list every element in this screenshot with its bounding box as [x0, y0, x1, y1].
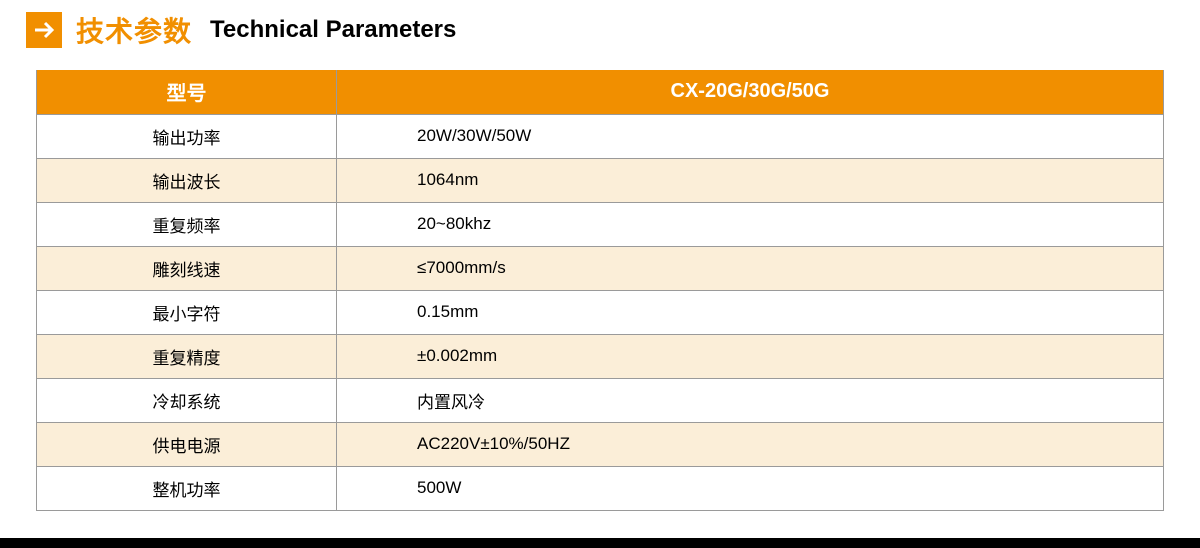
row-value: AC220V±10%/50HZ — [337, 422, 1164, 466]
header-value: CX-20G/30G/50G — [337, 70, 1164, 114]
row-label: 重复精度 — [37, 334, 337, 378]
title-chinese: 技术参数 — [76, 10, 192, 50]
arrow-right-icon — [26, 12, 62, 48]
row-label: 最小字符 — [37, 290, 337, 334]
table-row: 雕刻线速 ≤7000mm/s — [37, 246, 1164, 290]
row-label: 输出波长 — [37, 158, 337, 202]
footer-strip — [0, 538, 1200, 548]
table-row: 供电电源 AC220V±10%/50HZ — [37, 422, 1164, 466]
table-row: 输出波长 1064nm — [37, 158, 1164, 202]
row-label: 供电电源 — [37, 422, 337, 466]
table-row: 最小字符 0.15mm — [37, 290, 1164, 334]
row-value: ≤7000mm/s — [337, 246, 1164, 290]
table-row: 重复频率 20~80khz — [37, 202, 1164, 246]
row-value: ±0.002mm — [337, 334, 1164, 378]
row-value: 内置风冷 — [337, 378, 1164, 422]
row-label: 重复频率 — [37, 202, 337, 246]
table-row: 输出功率 20W/30W/50W — [37, 114, 1164, 158]
page: 技术参数 Technical Parameters 型号 CX-20G/30G/… — [0, 0, 1200, 511]
table-row: 重复精度 ±0.002mm — [37, 334, 1164, 378]
row-label: 输出功率 — [37, 114, 337, 158]
table-row: 整机功率 500W — [37, 466, 1164, 510]
header-model: 型号 — [37, 70, 337, 114]
table-header-row: 型号 CX-20G/30G/50G — [37, 70, 1164, 114]
row-value: 1064nm — [337, 158, 1164, 202]
row-value: 20W/30W/50W — [337, 114, 1164, 158]
spec-table: 型号 CX-20G/30G/50G 输出功率 20W/30W/50W 输出波长 … — [36, 70, 1164, 511]
row-value: 500W — [337, 466, 1164, 510]
row-value: 0.15mm — [337, 290, 1164, 334]
row-label: 冷却系统 — [37, 378, 337, 422]
row-value: 20~80khz — [337, 202, 1164, 246]
table-row: 冷却系统 内置风冷 — [37, 378, 1164, 422]
row-label: 整机功率 — [37, 466, 337, 510]
section-title: 技术参数 Technical Parameters — [26, 10, 1164, 50]
row-label: 雕刻线速 — [37, 246, 337, 290]
title-english: Technical Parameters — [210, 16, 456, 44]
